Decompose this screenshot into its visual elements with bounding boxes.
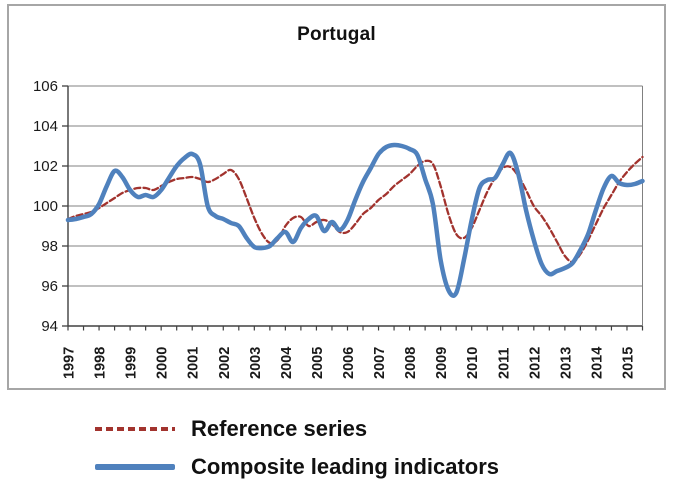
y-axis-label-94: 94 bbox=[41, 318, 58, 335]
reference-series-line-swatch bbox=[95, 427, 175, 431]
y-axis-label-98: 98 bbox=[41, 238, 58, 255]
x-axis-label-2015: 2015 bbox=[620, 347, 636, 379]
y-axis-label-102: 102 bbox=[33, 158, 58, 175]
x-axis-label-2010: 2010 bbox=[465, 347, 481, 379]
x-axis-label-2004: 2004 bbox=[279, 347, 295, 379]
x-axis-label-2003: 2003 bbox=[248, 347, 264, 379]
x-axis-label-2012: 2012 bbox=[527, 347, 543, 379]
plot-area: 94 96 98 100 102 104 106 1997 1998 1999 2000 2001 20… bbox=[33, 78, 645, 379]
legend-label-reference-series: Reference series bbox=[191, 416, 368, 441]
y-axis-label-104: 104 bbox=[33, 118, 58, 135]
x-axis-label-2000: 2000 bbox=[155, 347, 171, 379]
legend-item-composite-leading-indicators: Composite leading indicators bbox=[95, 448, 499, 486]
x-axis-label-2008: 2008 bbox=[403, 347, 419, 379]
y-axis-label-106: 106 bbox=[33, 78, 58, 95]
chart-title: Portugal bbox=[297, 24, 376, 45]
x-axis-label-1998: 1998 bbox=[93, 347, 109, 379]
x-axis-label-2013: 2013 bbox=[558, 347, 574, 379]
x-axis-label-2007: 2007 bbox=[372, 347, 388, 379]
y-axis-label-96: 96 bbox=[41, 278, 58, 295]
x-axis-label-2011: 2011 bbox=[496, 348, 512, 379]
y-axis-label-100: 100 bbox=[33, 198, 58, 215]
x-axis-label-2002: 2002 bbox=[217, 347, 233, 379]
x-axis-label-2009: 2009 bbox=[434, 347, 450, 379]
x-axis-label-2005: 2005 bbox=[310, 347, 326, 379]
x-axis-label-1999: 1999 bbox=[124, 347, 140, 379]
series-line-composite-leading-indicators bbox=[65, 142, 645, 298]
chart-legend: Reference series Composite leading indic… bbox=[95, 410, 499, 486]
x-axis-label-2014: 2014 bbox=[589, 347, 605, 379]
x-axis-label-2001: 2001 bbox=[186, 347, 202, 379]
x-axis-label-1997: 1997 bbox=[62, 347, 78, 379]
legend-label-composite-leading-indicators: Composite leading indicators bbox=[191, 454, 500, 479]
x-axis-label-2006: 2006 bbox=[341, 347, 357, 379]
legend-item-reference-series: Reference series bbox=[95, 410, 499, 448]
composite-leading-indicators-line-swatch bbox=[95, 464, 175, 470]
